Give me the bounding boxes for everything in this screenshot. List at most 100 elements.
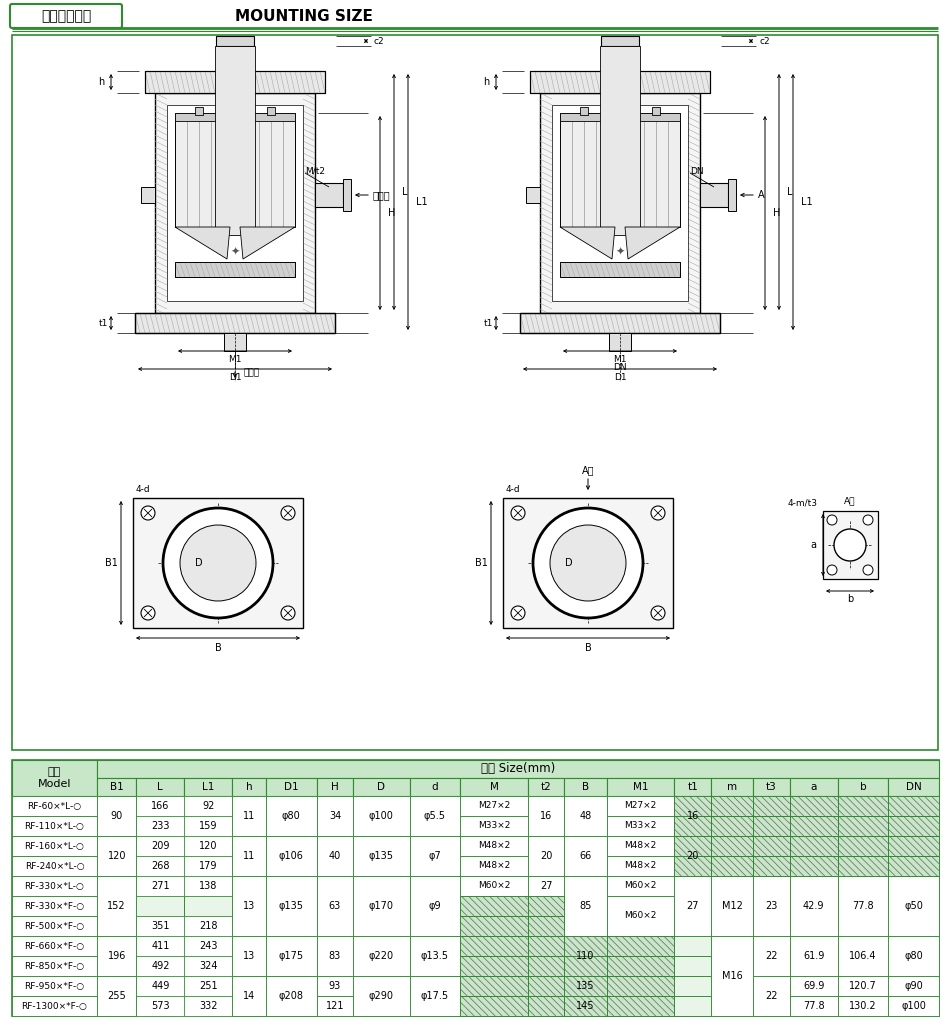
Text: ✦: ✦: [616, 247, 625, 257]
Bar: [607, 936, 674, 956]
Bar: [353, 836, 409, 876]
Bar: [528, 916, 564, 936]
Bar: [184, 876, 232, 896]
Bar: [888, 796, 939, 816]
Bar: [753, 856, 789, 876]
Text: 233: 233: [151, 821, 170, 832]
Bar: [343, 179, 351, 211]
Bar: [789, 856, 838, 876]
Bar: [409, 976, 460, 1016]
Text: φ17.5: φ17.5: [421, 991, 449, 1001]
Bar: [266, 777, 316, 796]
Text: M27×2: M27×2: [478, 802, 510, 810]
Bar: [530, 71, 710, 93]
Bar: [460, 796, 528, 816]
Text: φ9: φ9: [428, 901, 441, 911]
Text: B1: B1: [110, 782, 124, 792]
Circle shape: [550, 525, 626, 601]
Text: 332: 332: [199, 1001, 218, 1011]
Bar: [316, 777, 353, 796]
Bar: [601, 36, 639, 46]
Bar: [12, 856, 97, 876]
Text: L: L: [402, 187, 408, 197]
Bar: [789, 796, 838, 816]
Bar: [175, 262, 295, 277]
Bar: [605, 46, 635, 71]
Bar: [12, 976, 939, 996]
Bar: [560, 262, 680, 277]
Text: L: L: [158, 782, 163, 792]
Text: φ13.5: φ13.5: [421, 951, 449, 961]
Bar: [789, 777, 838, 796]
Bar: [607, 896, 674, 936]
Bar: [137, 856, 184, 876]
Bar: [12, 836, 939, 856]
Bar: [888, 976, 939, 996]
Bar: [711, 856, 753, 876]
Text: M1: M1: [614, 355, 627, 364]
Text: M/t2: M/t2: [305, 166, 325, 175]
Bar: [753, 836, 789, 856]
Bar: [460, 976, 528, 996]
Text: d: d: [431, 782, 438, 792]
Bar: [564, 836, 607, 876]
Bar: [267, 107, 275, 115]
Circle shape: [651, 506, 665, 520]
Text: 40: 40: [329, 851, 341, 861]
Text: M48×2: M48×2: [624, 861, 656, 870]
Circle shape: [281, 606, 295, 620]
Text: M33×2: M33×2: [624, 821, 656, 830]
Text: M: M: [489, 782, 499, 792]
Bar: [184, 836, 232, 856]
Bar: [12, 760, 939, 1016]
Bar: [674, 796, 711, 836]
Text: D1: D1: [284, 782, 298, 792]
Text: 4-m/t3: 4-m/t3: [788, 498, 818, 507]
Bar: [316, 996, 353, 1016]
Text: 尺寸 Size(mm): 尺寸 Size(mm): [481, 762, 555, 775]
Text: t1: t1: [484, 319, 493, 327]
Text: 449: 449: [151, 981, 169, 991]
Bar: [97, 876, 137, 936]
Text: M60×2: M60×2: [624, 881, 656, 891]
Bar: [711, 856, 753, 876]
Bar: [838, 836, 888, 856]
Bar: [674, 777, 711, 796]
Text: h: h: [98, 77, 104, 87]
Polygon shape: [625, 227, 680, 259]
Bar: [137, 836, 184, 856]
Polygon shape: [560, 227, 615, 259]
Bar: [220, 46, 250, 71]
Bar: [409, 876, 460, 936]
Bar: [12, 836, 97, 856]
Bar: [838, 996, 888, 1016]
Bar: [674, 816, 711, 836]
Text: 138: 138: [200, 881, 218, 891]
Text: RF-110×*L-○: RF-110×*L-○: [25, 821, 85, 830]
Text: φ80: φ80: [282, 811, 301, 821]
Text: 271: 271: [151, 881, 170, 891]
Text: 27: 27: [686, 901, 699, 911]
Bar: [528, 996, 564, 1016]
Text: c2: c2: [759, 37, 770, 46]
Bar: [528, 976, 564, 996]
Bar: [12, 896, 939, 916]
Bar: [232, 976, 266, 1016]
Bar: [789, 856, 838, 876]
Text: 120: 120: [199, 841, 218, 851]
Bar: [888, 996, 939, 1016]
Text: 16: 16: [540, 811, 552, 821]
Bar: [753, 856, 789, 876]
Bar: [711, 836, 753, 856]
Text: 48: 48: [580, 811, 592, 821]
Text: 42.9: 42.9: [803, 901, 825, 911]
Bar: [674, 836, 711, 876]
Text: DN: DN: [613, 364, 627, 373]
Bar: [215, 46, 255, 235]
Bar: [184, 796, 232, 816]
Text: 121: 121: [326, 1001, 344, 1011]
Text: 268: 268: [151, 861, 170, 871]
Text: φ175: φ175: [278, 951, 304, 961]
Bar: [460, 936, 528, 956]
Text: 218: 218: [199, 921, 218, 931]
